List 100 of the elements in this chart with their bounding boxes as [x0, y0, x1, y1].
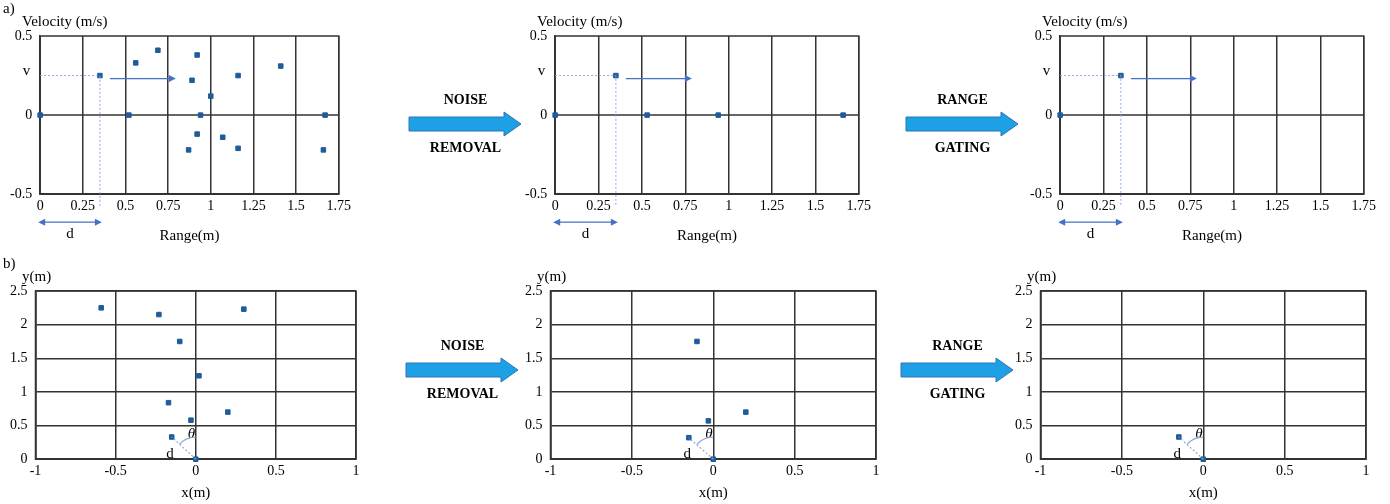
y-axis-title: y(m) — [537, 268, 567, 285]
point — [155, 47, 161, 53]
y-tick-label: -0.5 — [524, 185, 548, 201]
point — [126, 112, 132, 118]
text: GATING — [933, 140, 992, 156]
x-tick-label: -1 — [29, 463, 42, 479]
x-tick-label: 1.25 — [1264, 198, 1290, 214]
x-tick-label: 0.5 — [116, 198, 135, 214]
x-tick-label: 1.25 — [241, 198, 266, 214]
y-tick-label: 0 — [25, 106, 33, 122]
text: v — [22, 62, 31, 79]
point — [188, 417, 194, 423]
y-axis-title: Velocity (m/s) — [22, 13, 108, 30]
y-axis-title: y(m) — [22, 268, 52, 285]
x-tick-label: 1 — [872, 463, 880, 479]
x-tick-label: -0.5 — [104, 463, 127, 479]
x-axis-title: Range(m) — [159, 226, 220, 244]
point — [196, 373, 202, 379]
x-tick-label: 0 — [551, 198, 559, 214]
y-tick-label: 0 — [535, 450, 543, 466]
x-tick-label: 0.5 — [1275, 463, 1294, 479]
x-tick-label: 1 — [1362, 463, 1370, 479]
point — [320, 147, 327, 153]
point — [168, 434, 175, 440]
text: RANGE — [936, 92, 989, 108]
y-tick-label: 0 — [1025, 450, 1033, 466]
text: v — [1042, 62, 1051, 79]
y-tick-label: 1 — [535, 383, 543, 399]
y-axis-title: y(m) — [1027, 268, 1057, 285]
y-tick-label: 1.5 — [10, 349, 28, 365]
point — [132, 60, 139, 66]
point — [322, 112, 328, 118]
x-axis-title: Range(m) — [1181, 226, 1242, 244]
y-tick-label: 0.5 — [1034, 27, 1053, 43]
point — [686, 434, 692, 441]
text: GATING — [928, 386, 987, 402]
x-tick-label: 1.75 — [326, 198, 351, 214]
x-axis-title: x(m) — [698, 483, 728, 501]
point — [710, 456, 717, 462]
y-tick-label: 0.5 — [529, 27, 548, 43]
y-axis-title: Velocity (m/s) — [1042, 13, 1128, 30]
x-tick-label: -0.5 — [620, 463, 643, 479]
text: b) — [3, 255, 16, 272]
x-axis-title: x(m) — [181, 483, 211, 501]
x-axis-title: x(m) — [1188, 483, 1218, 501]
point — [194, 52, 200, 58]
y-tick-label: -0.5 — [1029, 185, 1053, 201]
annotation: d — [166, 445, 175, 462]
y-tick-label: -0.5 — [9, 185, 33, 201]
point — [189, 77, 195, 84]
text: d — [1086, 224, 1095, 241]
x-tick-label: 0.25 — [70, 198, 96, 214]
x-tick-label: 1 — [352, 463, 360, 479]
point — [194, 131, 200, 137]
y-tick-label: 0.5 — [10, 417, 28, 433]
point — [235, 145, 241, 152]
x-tick-label: 1 — [207, 198, 215, 214]
x-tick-label: 0.75 — [1178, 198, 1203, 214]
text: v — [537, 62, 546, 79]
x-tick-label: 0 — [192, 463, 200, 479]
x-tick-label: 0.5 — [633, 198, 651, 214]
point — [176, 338, 183, 345]
x-tick-label: 0.25 — [1091, 198, 1116, 214]
x-tick-label: -1 — [1034, 463, 1047, 479]
y-tick-label: 1 — [1025, 383, 1033, 399]
x-tick-label: 0 — [36, 198, 44, 214]
text: d — [66, 224, 75, 241]
point — [277, 63, 284, 69]
y-tick-label: 0.5 — [1015, 417, 1033, 433]
y-tick-label: 0.5 — [525, 417, 543, 433]
x-tick-label: 1.5 — [287, 198, 305, 214]
annotation: d — [683, 445, 692, 462]
text: RANGE — [931, 338, 984, 354]
y-tick-label: 0.5 — [14, 27, 33, 43]
y-tick-label: 1.5 — [525, 349, 543, 365]
x-tick-label: 1.5 — [806, 198, 825, 214]
text: REMOVAL — [428, 140, 503, 156]
x-axis-title: Range(m) — [676, 226, 737, 244]
x-tick-label: 1.75 — [846, 198, 871, 214]
x-tick-label: 0.5 — [267, 463, 285, 479]
y-tick-label: 2 — [20, 316, 28, 332]
x-tick-label: 0.25 — [586, 198, 611, 214]
point — [235, 72, 241, 79]
point — [219, 134, 226, 141]
point — [225, 409, 231, 415]
point — [705, 418, 712, 424]
y-tick-label: 2 — [535, 316, 543, 332]
y-tick-label: 1 — [20, 383, 28, 399]
x-tick-label: 1.5 — [1311, 198, 1330, 214]
y-tick-label: 0 — [540, 106, 548, 122]
point — [192, 456, 199, 462]
x-tick-label: 1 — [1230, 198, 1238, 214]
text: NOISE — [439, 338, 486, 354]
y-tick-label: 1.5 — [1015, 349, 1033, 365]
x-tick-label: 0.75 — [673, 198, 698, 214]
point — [241, 306, 247, 312]
x-tick-label: 0.5 — [785, 463, 804, 479]
x-tick-label: -1 — [544, 463, 557, 479]
y-tick-label: 2 — [1025, 316, 1033, 332]
point — [156, 311, 162, 318]
